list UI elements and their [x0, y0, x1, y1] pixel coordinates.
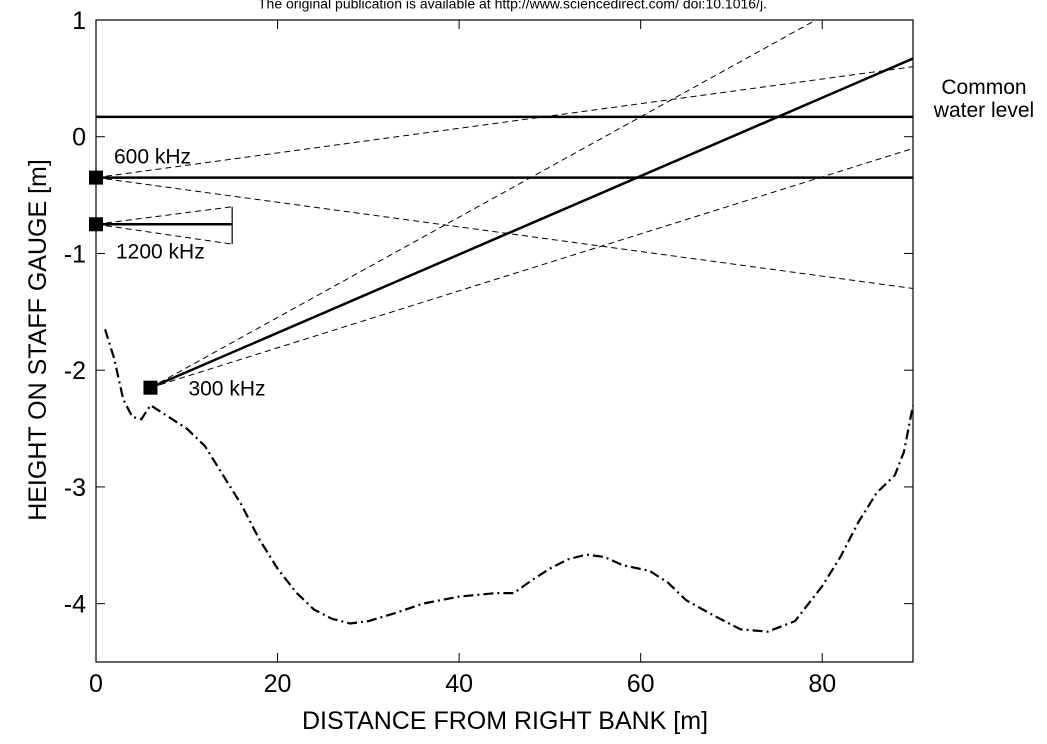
source-note: The original publication is available at…: [258, 0, 767, 11]
series-line: [149, 57, 913, 389]
series-line: [96, 177, 913, 289]
series-line: [96, 223, 233, 245]
y-tick-label: 0: [72, 124, 86, 152]
x-axis-label: DISTANCE FROM RIGHT BANK [m]: [302, 707, 708, 735]
y-tick-label: -4: [64, 591, 86, 619]
point-marker: [143, 380, 158, 395]
x-tick-label: 20: [264, 670, 292, 698]
y-tick-label: 1: [72, 7, 86, 35]
y-tick-label: -3: [64, 474, 86, 502]
series-line: [104, 329, 913, 633]
x-tick-label: 80: [808, 670, 836, 698]
x-tick-label: 0: [89, 670, 103, 698]
water-level-label: Common water level: [933, 76, 1035, 122]
point-marker: [89, 217, 103, 232]
y-tick-label: -1: [64, 240, 86, 268]
series-label: 300 kHz: [188, 378, 265, 401]
point-marker: [89, 170, 103, 185]
plot-frame: [95, 19, 914, 663]
x-tick-label: 40: [445, 670, 473, 698]
series-line: [150, 20, 817, 389]
series-label: 1200 kHz: [116, 240, 205, 263]
series-line: [96, 66, 913, 179]
series-line: [96, 206, 233, 225]
x-tick-label: 60: [627, 670, 655, 698]
y-axis-label: HEIGHT ON STAFF GAUGE [m]: [24, 159, 52, 521]
series-line: [150, 147, 913, 389]
y-tick-label: -2: [64, 357, 86, 385]
plot-area: [96, 20, 913, 633]
series-label: 600 kHz: [114, 146, 191, 169]
